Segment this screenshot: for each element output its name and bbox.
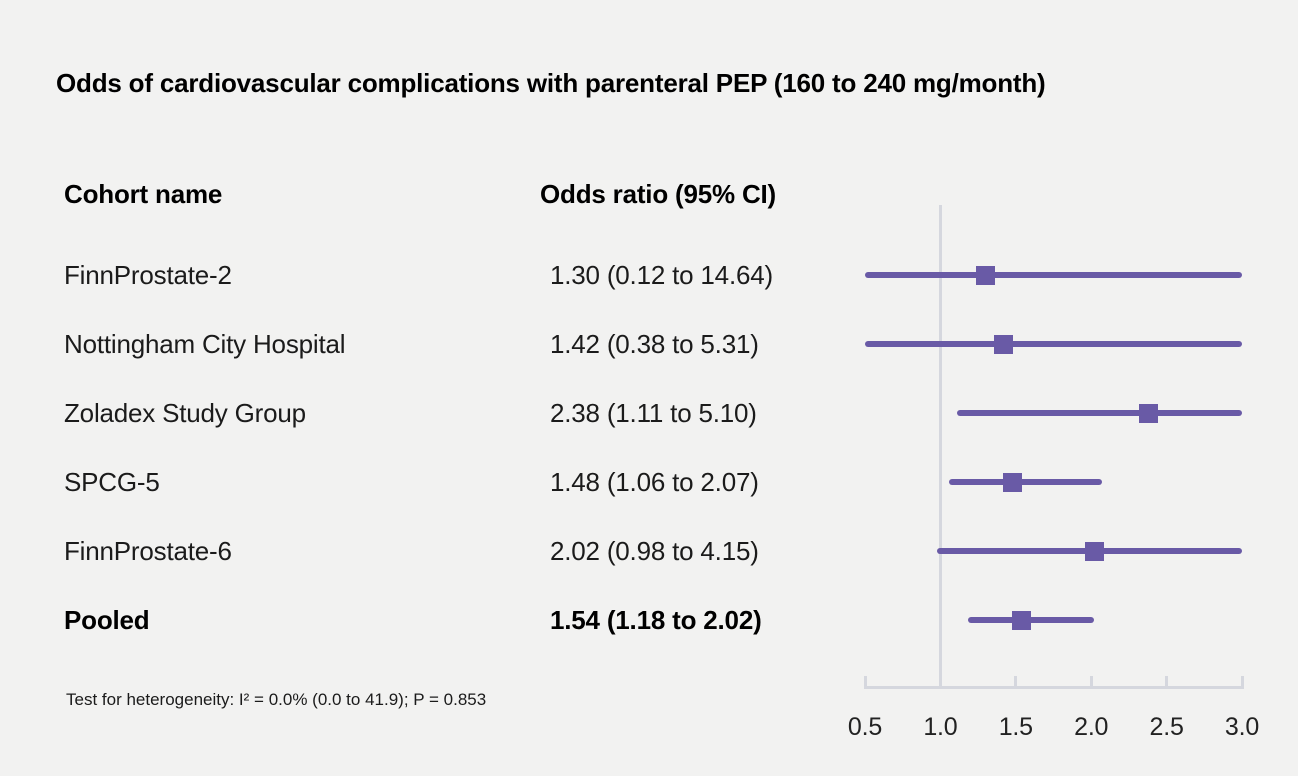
axis-tick-label: 1.5 [998, 713, 1033, 741]
axis-tick-label: 1.0 [923, 713, 958, 741]
cohort-row-label: Zoladex Study Group [64, 398, 306, 428]
odds-ratio-value: 1.42 (0.38 to 5.31) [550, 329, 759, 359]
odds-ratio-marker [976, 265, 996, 285]
axis-tick [1014, 676, 1018, 686]
figure-title: Odds of cardiovascular complications wit… [56, 68, 1046, 98]
odds-ratio-marker [1012, 610, 1032, 630]
odds-ratio-marker [1003, 472, 1023, 492]
cohort-row-label: SPCG-5 [64, 467, 160, 497]
cohort-row-label: FinnProstate-2 [64, 260, 232, 290]
odds-ratio-value: 1.48 (1.06 to 2.07) [550, 467, 759, 497]
axis-tick-label: 2.5 [1149, 713, 1184, 741]
odds-ratio-marker [994, 334, 1014, 354]
cohort-row-label: Pooled [64, 605, 150, 635]
odds-ratio-marker [1084, 541, 1104, 561]
heterogeneity-footnote: Test for heterogeneity: I² = 0.0% (0.0 t… [66, 690, 487, 709]
confidence-interval-line [956, 410, 1242, 416]
axis-tick-label: 0.5 [847, 713, 883, 741]
reference-line-1-0 [938, 205, 942, 688]
cohort-row-label: FinnProstate-6 [64, 536, 232, 566]
odds-ratio-value: 1.30 (0.12 to 14.64) [550, 260, 773, 290]
axis-tick [1089, 676, 1093, 686]
axis-tick [1240, 676, 1244, 686]
odds-ratio-value: 1.54 (1.18 to 2.02) [550, 605, 762, 635]
column-header-cohort-name: Cohort name [64, 179, 223, 209]
odds-ratio-value: 2.02 (0.98 to 4.15) [550, 536, 759, 566]
axis-tick [938, 676, 942, 686]
odds-ratio-marker [1139, 403, 1158, 423]
column-header-odds-ratio: Odds ratio (95% CI) [540, 179, 777, 209]
confidence-interval-line [949, 479, 1102, 485]
axis-tick [1165, 676, 1169, 686]
axis-tick-label: 3.0 [1224, 713, 1260, 741]
confidence-interval-line [865, 272, 1242, 278]
cohort-row-label: Nottingham City Hospital [64, 329, 346, 359]
confidence-interval-line [865, 341, 1242, 347]
x-axis-line [863, 685, 1244, 689]
axis-tick [863, 676, 867, 686]
axis-tick-label: 2.0 [1074, 713, 1109, 741]
odds-ratio-value: 2.38 (1.11 to 5.10) [550, 398, 757, 428]
